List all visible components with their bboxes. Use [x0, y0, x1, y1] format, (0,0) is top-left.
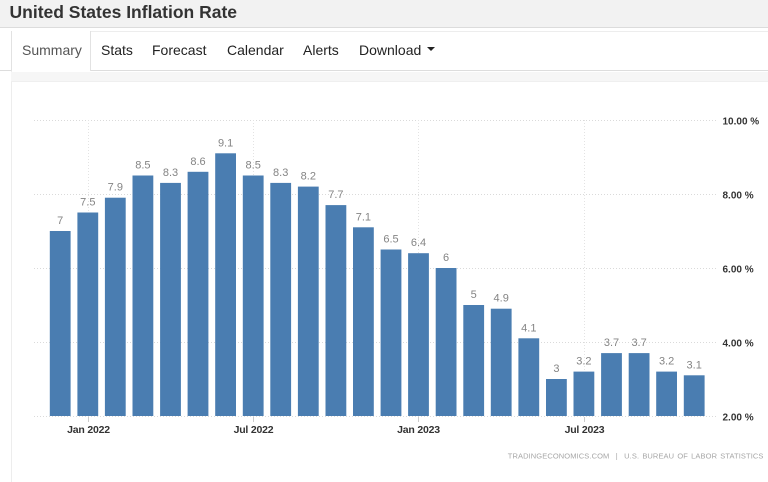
svg-text:6.5: 6.5: [383, 234, 398, 246]
svg-text:3.7: 3.7: [604, 337, 619, 349]
svg-text:3.7: 3.7: [631, 337, 646, 349]
svg-text:7: 7: [57, 215, 63, 227]
svg-text:7.9: 7.9: [108, 182, 123, 194]
svg-text:4.1: 4.1: [521, 322, 536, 334]
svg-text:6: 6: [443, 252, 449, 264]
svg-text:8.5: 8.5: [135, 160, 150, 172]
svg-text:TRADINGECONOMICS.COM | U.S.: TRADINGECONOMICS.COM | U.S. BUREAU OF LA…: [508, 452, 764, 461]
svg-text:3: 3: [553, 363, 559, 375]
svg-text:8.2: 8.2: [301, 171, 316, 183]
svg-text:3.1: 3.1: [687, 359, 702, 371]
svg-text:8.00 %: 8.00 %: [723, 191, 754, 202]
svg-text:8.6: 8.6: [190, 156, 205, 168]
svg-text:6.4: 6.4: [411, 237, 426, 249]
svg-text:8.5: 8.5: [246, 160, 261, 172]
svg-text:4.9: 4.9: [494, 293, 509, 305]
svg-text:8.3: 8.3: [273, 167, 288, 179]
svg-text:Jul 2022: Jul 2022: [234, 424, 274, 436]
svg-text:Jan 2022: Jan 2022: [67, 424, 110, 436]
svg-text:7.5: 7.5: [80, 197, 95, 209]
svg-text:9.1: 9.1: [218, 137, 233, 149]
svg-text:Jan 2023: Jan 2023: [397, 424, 440, 436]
svg-text:8.3: 8.3: [163, 167, 178, 179]
svg-text:2.00 %: 2.00 %: [723, 413, 754, 424]
svg-text:6.00 %: 6.00 %: [723, 265, 754, 276]
svg-text:3.2: 3.2: [576, 356, 591, 368]
svg-text:3.2: 3.2: [659, 356, 674, 368]
svg-text:7.1: 7.1: [356, 211, 371, 223]
svg-text:7.7: 7.7: [328, 189, 343, 201]
svg-text:4.00 %: 4.00 %: [723, 339, 754, 350]
svg-text:Jul 2023: Jul 2023: [565, 424, 605, 436]
svg-text:5: 5: [471, 289, 477, 301]
svg-text:10.00 %: 10.00 %: [723, 117, 760, 128]
